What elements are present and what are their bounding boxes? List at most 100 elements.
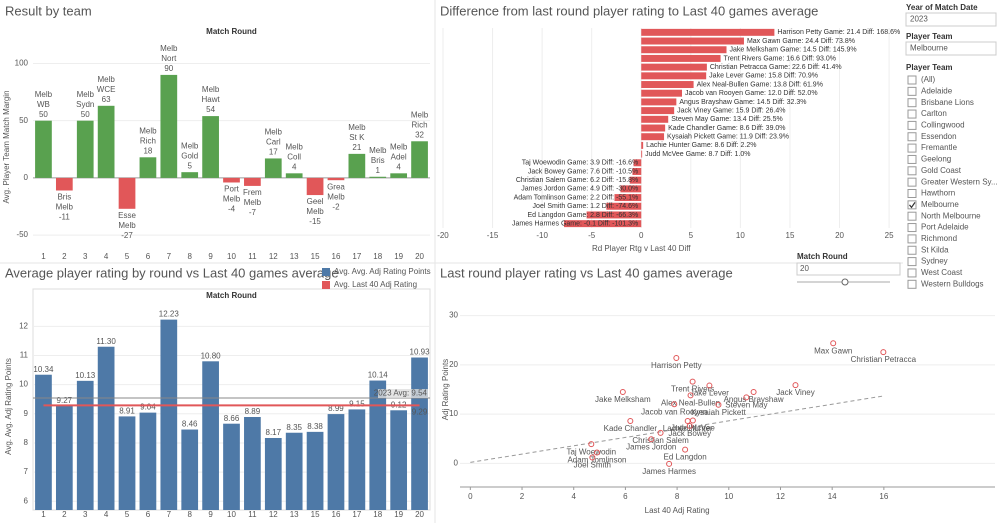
checkbox[interactable] xyxy=(907,245,917,255)
checkbox[interactable] xyxy=(907,98,917,108)
x-tick-label: 2 xyxy=(62,510,67,519)
checkbox[interactable] xyxy=(907,211,917,221)
bar-team-label: Melb xyxy=(118,221,136,230)
axis-header: Match Round xyxy=(206,291,257,300)
checkbox-label: Richmond xyxy=(921,234,957,243)
legend-swatch xyxy=(322,281,330,289)
legend-label: Avg. Avg. Adj Rating Points xyxy=(334,267,431,276)
data-label: 8.99 xyxy=(328,404,344,413)
bar-label: Max Gawn Game: 24.4 Diff: 73.8% xyxy=(747,38,855,45)
x-tick-label: 10 xyxy=(227,252,236,261)
y-tick-label: 8 xyxy=(24,438,29,447)
point-label: Max Gawn xyxy=(814,346,852,355)
checkbox[interactable] xyxy=(907,166,917,176)
bar xyxy=(390,410,408,510)
x-tick-label: 6 xyxy=(146,510,151,519)
bar-team-label: Melb xyxy=(286,142,304,151)
x-tick-label: 6 xyxy=(623,492,628,501)
point xyxy=(671,401,678,408)
checkbox[interactable] xyxy=(907,86,917,96)
bar xyxy=(223,177,240,183)
bar xyxy=(181,172,199,178)
dropdown[interactable] xyxy=(905,12,997,27)
bar-team-label: Melb xyxy=(202,85,220,94)
x-tick-label: 13 xyxy=(290,252,299,261)
checkbox[interactable] xyxy=(907,200,917,210)
point-label: Trent Rivers xyxy=(671,385,714,394)
x-tick-label: 3 xyxy=(83,510,88,519)
point xyxy=(706,382,713,389)
bar-team-label: WB xyxy=(37,100,50,109)
bar-label: Kysaiah Pickett Game: 11.9 Diff: 23.9% xyxy=(667,134,789,141)
x-tick-label: 0 xyxy=(468,492,473,501)
x-tick-label: 7 xyxy=(167,252,172,261)
checkbox[interactable] xyxy=(907,234,917,244)
bar-team-label: Melb xyxy=(223,195,241,204)
checkbox-label: Collingwood xyxy=(921,121,965,130)
checkbox[interactable] xyxy=(907,189,917,198)
point-label: Jack Viney xyxy=(776,388,815,397)
bar-team-label: Melb xyxy=(348,123,366,132)
point-label: Taj Woewodin xyxy=(566,447,616,456)
input-box[interactable] xyxy=(796,262,901,276)
point xyxy=(657,429,664,436)
bar xyxy=(586,211,642,219)
checkbox-label: Fremantle xyxy=(921,143,958,152)
bar xyxy=(641,37,744,45)
point-label: Lachie Hunter xyxy=(663,424,713,433)
checkbox-label: Adelaide xyxy=(921,86,953,95)
x-tick-label: 7 xyxy=(167,510,172,519)
bar xyxy=(641,115,669,123)
bar-team-label: Rich xyxy=(140,136,156,145)
checkbox[interactable] xyxy=(907,257,917,267)
bar-label: Christian Salem Game: 6.2 Diff: -15.8% xyxy=(516,177,638,184)
bar-team-label: Melb xyxy=(77,90,95,99)
bar xyxy=(348,409,366,510)
checkbox[interactable] xyxy=(907,279,917,289)
bar xyxy=(306,431,324,510)
slider-knob[interactable] xyxy=(841,278,849,286)
bar xyxy=(390,173,408,178)
bar-team-label: Melb xyxy=(160,44,178,53)
bar-label: Jack Viney Game: 15.9 Diff: 26.4% xyxy=(677,107,785,114)
bar-label: Jack Bowey Game: 7.6 Diff: -10.5% xyxy=(528,168,638,175)
bar-team-label: Port xyxy=(224,185,239,194)
checkbox[interactable] xyxy=(907,268,917,278)
checkbox[interactable] xyxy=(907,132,917,142)
x-tick-label: 15 xyxy=(311,252,320,261)
bar-team-label: Geel xyxy=(307,197,324,206)
data-label: 21 xyxy=(352,143,361,152)
bar-label: Alex Neal-Bullen Game: 13.8 Diff: 61.9% xyxy=(697,81,823,88)
data-label: 4 xyxy=(396,162,401,171)
y-tick-label: 100 xyxy=(15,59,29,68)
x-tick-label: 25 xyxy=(885,231,894,240)
bar-team-label: Nort xyxy=(161,54,177,63)
x-tick-label: 9 xyxy=(208,252,213,261)
checkbox[interactable] xyxy=(907,154,917,164)
bar xyxy=(264,437,282,510)
checkbox[interactable] xyxy=(907,109,917,119)
x-axis-label: Rd Player Rtg v Last 40 Diff xyxy=(592,244,691,253)
bar-team-label: Melb xyxy=(390,142,408,151)
bar xyxy=(348,153,366,178)
point-label: Kade Chandler xyxy=(604,424,658,433)
bar xyxy=(327,414,345,510)
x-tick-label: 4 xyxy=(104,252,109,261)
checkbox[interactable] xyxy=(907,120,917,130)
data-label: 50 xyxy=(39,110,48,119)
dropdown[interactable] xyxy=(905,41,997,56)
bar xyxy=(629,176,642,184)
bar xyxy=(139,157,157,178)
checkbox[interactable] xyxy=(907,143,917,153)
x-tick-label: 12 xyxy=(269,510,278,519)
checkbox[interactable] xyxy=(907,223,917,233)
x-tick-label: 12 xyxy=(269,252,278,261)
bar-team-label: Melb xyxy=(327,192,345,201)
bar-label: Harrison Petty Game: 21.4 Diff: 168.6% xyxy=(777,29,900,36)
x-tick-label: 20 xyxy=(415,252,424,261)
bar-team-label: Melb xyxy=(181,141,199,150)
checkbox[interactable] xyxy=(907,177,917,187)
checkbox[interactable] xyxy=(907,75,917,85)
bar-team-label: Grea xyxy=(327,182,345,191)
